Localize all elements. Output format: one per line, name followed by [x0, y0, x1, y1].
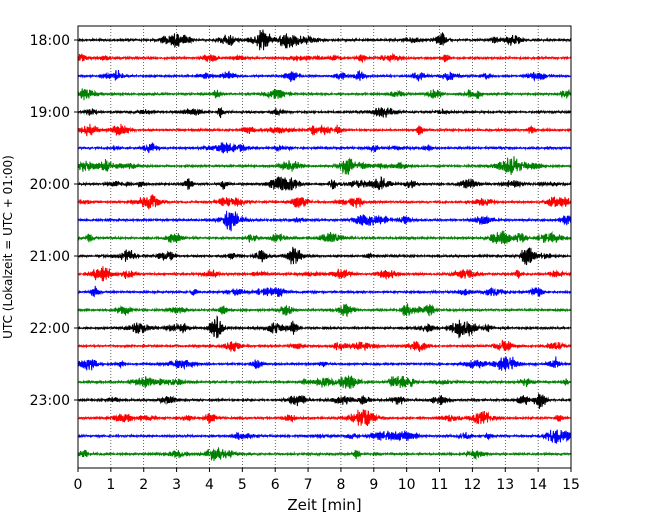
- y-tick-label: 23:00: [30, 393, 70, 409]
- trace-row: [77, 142, 572, 154]
- trace-row: [77, 175, 572, 191]
- x-tick-label: 5: [238, 477, 247, 493]
- trace-row: [77, 69, 572, 83]
- x-tick-label: 13: [496, 477, 514, 493]
- trace-row: [77, 393, 572, 410]
- trace-row: [77, 123, 572, 137]
- y-tick-label: 20:00: [30, 177, 70, 193]
- trace-row: [77, 356, 572, 371]
- trace-row: [77, 193, 572, 210]
- trace-row: [77, 375, 572, 389]
- trace-row: [77, 314, 572, 339]
- y-tick-label: 22:00: [30, 321, 70, 337]
- trace-row: [77, 409, 572, 427]
- y-axis: 18:00 19:00 20:00 21:00 22:00 23:00: [30, 33, 78, 409]
- x-tick-label: 6: [271, 477, 280, 493]
- trace-row: [77, 447, 572, 461]
- plot-frame: [77, 25, 572, 469]
- trace-row: [77, 106, 572, 119]
- x-tick-label: 2: [139, 477, 148, 493]
- x-axis-label: Zeit [min]: [287, 496, 361, 514]
- trace-row: [77, 429, 572, 445]
- trace-row: [77, 210, 572, 232]
- x-tick-label: 14: [529, 477, 547, 493]
- x-tick-label: 15: [562, 477, 580, 493]
- x-axis: 0 1 2 3 4 5 6 7 8 9 10 11 12 13 14 15: [74, 468, 580, 493]
- trace-row: [77, 285, 572, 298]
- x-tick-label: 3: [172, 477, 181, 493]
- x-tick-label: 0: [74, 477, 83, 493]
- x-tick-label: 11: [431, 477, 449, 493]
- y-axis-label: UTC (Lokalzeit = UTC + 01:00): [1, 155, 15, 339]
- trace-row: [77, 246, 572, 266]
- trace-row: [77, 339, 572, 353]
- trace-row: [77, 156, 572, 175]
- x-tick-label: 10: [398, 477, 416, 493]
- y-tick-label: 21:00: [30, 249, 70, 265]
- trace-row: [77, 266, 572, 282]
- trace-row: [77, 29, 572, 51]
- x-tick-label: 8: [336, 477, 345, 493]
- trace-group: [77, 29, 572, 461]
- x-tick-label: 12: [463, 477, 481, 493]
- x-tick-label: 7: [304, 477, 313, 493]
- x-tick-label: 4: [205, 477, 214, 493]
- x-tick-label: 9: [369, 477, 378, 493]
- x-tick-label: 1: [106, 477, 115, 493]
- trace-row: [77, 230, 572, 245]
- trace-row: [77, 52, 572, 64]
- trace-row: [77, 88, 572, 101]
- y-tick-label: 19:00: [30, 105, 70, 121]
- trace-row: [77, 303, 572, 318]
- y-tick-label: 18:00: [30, 33, 70, 49]
